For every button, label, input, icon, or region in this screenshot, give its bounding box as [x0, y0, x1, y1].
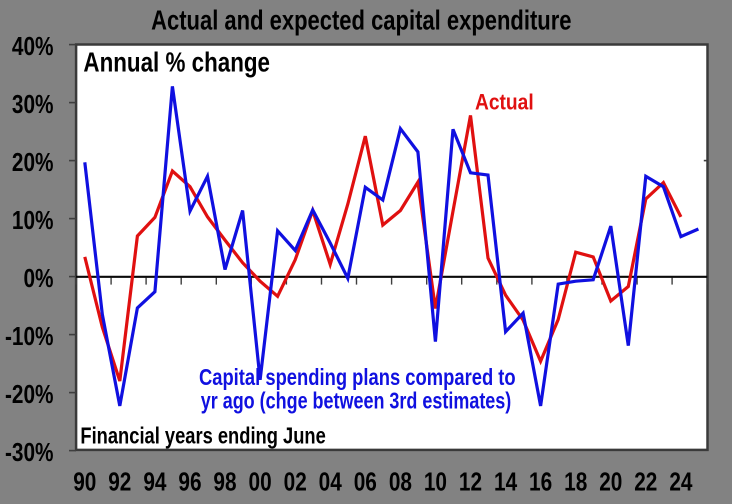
- svg-text:30%: 30%: [12, 90, 54, 119]
- svg-text:96: 96: [178, 467, 201, 496]
- svg-text:20%: 20%: [12, 148, 54, 177]
- svg-text:10%: 10%: [12, 206, 54, 235]
- svg-text:Capital spending plans compare: Capital spending plans compared to: [199, 365, 516, 390]
- svg-text:yr ago (chge between 3rd estim: yr ago (chge between 3rd estimates): [201, 388, 512, 414]
- svg-text:0%: 0%: [23, 264, 53, 293]
- svg-text:92: 92: [108, 467, 131, 496]
- svg-text:24: 24: [669, 467, 692, 496]
- svg-text:94: 94: [143, 467, 166, 496]
- svg-text:10: 10: [424, 467, 447, 496]
- svg-text:08: 08: [389, 467, 412, 496]
- svg-text:06: 06: [354, 467, 377, 496]
- svg-text:-20%: -20%: [5, 380, 54, 409]
- svg-text:-10%: -10%: [5, 322, 54, 351]
- svg-text:Financial years ending June: Financial years ending June: [80, 423, 325, 449]
- svg-text:04: 04: [319, 467, 342, 496]
- svg-text:20: 20: [599, 467, 622, 496]
- svg-text:98: 98: [213, 467, 236, 496]
- svg-text:40%: 40%: [12, 32, 54, 61]
- svg-text:90: 90: [73, 467, 96, 496]
- svg-text:12: 12: [459, 467, 482, 496]
- svg-text:02: 02: [284, 467, 307, 496]
- svg-text:Actual and expected capital ex: Actual and expected capital expenditure: [151, 5, 571, 36]
- svg-text:Annual % change: Annual % change: [83, 47, 270, 78]
- svg-text:22: 22: [634, 467, 657, 496]
- svg-text:-30%: -30%: [5, 438, 54, 467]
- svg-text:Actual: Actual: [475, 90, 534, 115]
- svg-text:18: 18: [564, 467, 587, 496]
- svg-text:00: 00: [249, 467, 272, 496]
- svg-text:14: 14: [494, 467, 517, 496]
- svg-text:16: 16: [529, 467, 552, 496]
